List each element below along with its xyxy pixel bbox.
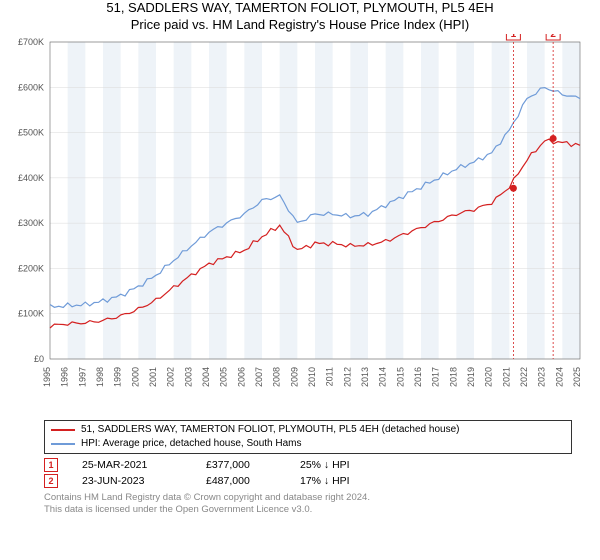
svg-text:2009: 2009 <box>289 367 299 387</box>
footer: Contains HM Land Registry data © Crown c… <box>44 492 572 516</box>
legend-swatch-hpi <box>51 443 75 445</box>
legend-item-property: 51, SADDLERS WAY, TAMERTON FOLIOT, PLYMO… <box>51 423 565 437</box>
svg-text:2000: 2000 <box>130 367 140 387</box>
svg-text:2018: 2018 <box>448 367 458 387</box>
datapoint-marker: 1 <box>44 458 58 472</box>
svg-text:2004: 2004 <box>201 367 211 387</box>
svg-text:2016: 2016 <box>413 367 423 387</box>
svg-text:1997: 1997 <box>77 367 87 387</box>
price-chart: £0 £100K £200K £300K £400K £500K £600K £700K 199… <box>0 34 600 409</box>
svg-text:2015: 2015 <box>395 367 405 387</box>
svg-text:2014: 2014 <box>378 367 388 387</box>
legend-swatch-property <box>51 429 75 431</box>
svg-text:2008: 2008 <box>272 367 282 387</box>
svg-text:2024: 2024 <box>554 367 564 387</box>
datapoint-date: 23-JUN-2023 <box>82 475 182 487</box>
svg-text:£400K: £400K <box>18 173 44 183</box>
datapoint-pct: 17% ↓ HPI <box>300 475 350 487</box>
svg-text:£100K: £100K <box>18 308 44 318</box>
datapoint-pct: 25% ↓ HPI <box>300 459 350 471</box>
datapoint-marker: 2 <box>44 474 58 488</box>
legend: 51, SADDLERS WAY, TAMERTON FOLIOT, PLYMO… <box>44 420 572 454</box>
legend-item-hpi: HPI: Average price, detached house, Sout… <box>51 437 565 451</box>
title-line-1: 51, SADDLERS WAY, TAMERTON FOLIOT, PLYMO… <box>0 0 600 17</box>
title-line-2: Price paid vs. HM Land Registry's House … <box>0 17 600 34</box>
svg-text:2001: 2001 <box>148 367 158 387</box>
footer-line-2: This data is licensed under the Open Gov… <box>44 504 572 516</box>
svg-text:1999: 1999 <box>113 367 123 387</box>
svg-text:£600K: £600K <box>18 82 44 92</box>
svg-text:2007: 2007 <box>254 367 264 387</box>
svg-text:2025: 2025 <box>572 367 582 387</box>
svg-text:2006: 2006 <box>236 367 246 387</box>
svg-text:2023: 2023 <box>537 367 547 387</box>
svg-text:2020: 2020 <box>484 367 494 387</box>
svg-text:2005: 2005 <box>219 367 229 387</box>
svg-text:2019: 2019 <box>466 367 476 387</box>
legend-label-hpi: HPI: Average price, detached house, Sout… <box>81 437 302 451</box>
svg-text:1998: 1998 <box>95 367 105 387</box>
footer-line-1: Contains HM Land Registry data © Crown c… <box>44 492 572 504</box>
datapoint-price: £377,000 <box>206 459 276 471</box>
svg-text:2022: 2022 <box>519 367 529 387</box>
svg-text:2013: 2013 <box>360 367 370 387</box>
svg-text:2011: 2011 <box>325 367 335 386</box>
datapoint-row: 2 23-JUN-2023 £487,000 17% ↓ HPI <box>44 474 572 488</box>
svg-text:2010: 2010 <box>307 367 317 387</box>
datapoint-row: 1 25-MAR-2021 £377,000 25% ↓ HPI <box>44 458 572 472</box>
svg-text:£300K: £300K <box>18 218 44 228</box>
chart-container: £0 £100K £200K £300K £400K £500K £600K £700K 199… <box>0 34 600 414</box>
svg-text:2021: 2021 <box>501 367 511 387</box>
datapoint-date: 25-MAR-2021 <box>82 459 182 471</box>
svg-text:2017: 2017 <box>431 367 441 387</box>
svg-text:£500K: £500K <box>18 127 44 137</box>
svg-text:2012: 2012 <box>342 367 352 387</box>
svg-text:2: 2 <box>550 34 556 40</box>
svg-text:1: 1 <box>511 34 517 40</box>
datapoint-table: 1 25-MAR-2021 £377,000 25% ↓ HPI 2 23-JUN… <box>44 458 572 488</box>
svg-text:£700K: £700K <box>18 37 44 47</box>
svg-text:£200K: £200K <box>18 263 44 273</box>
legend-label-property: 51, SADDLERS WAY, TAMERTON FOLIOT, PLYMO… <box>81 423 459 437</box>
svg-text:1995: 1995 <box>42 367 52 387</box>
svg-text:2002: 2002 <box>166 367 176 387</box>
svg-text:1996: 1996 <box>60 367 70 387</box>
svg-text:2003: 2003 <box>183 367 193 387</box>
svg-text:£0: £0 <box>34 354 44 364</box>
datapoint-price: £487,000 <box>206 475 276 487</box>
